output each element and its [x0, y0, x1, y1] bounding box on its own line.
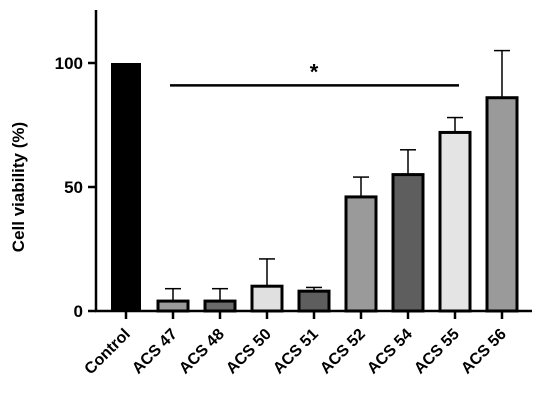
category-label: ACS 56: [458, 326, 510, 378]
category-label: ACS 55: [411, 326, 463, 378]
bar-acs-48: [203, 299, 237, 313]
bar-acs-54: [391, 173, 425, 313]
bar-acs-56: [485, 96, 519, 313]
significance-star: *: [310, 59, 319, 84]
y-tick-label: 100: [55, 54, 83, 73]
bar-acs-51: [297, 289, 331, 313]
significance-annotation: *: [170, 59, 459, 87]
category-label: ACS 51: [270, 326, 322, 378]
y-tick-labels: 0 50 100: [55, 54, 83, 321]
bar-acs-52: [344, 195, 378, 313]
bar-acs-50: [250, 284, 284, 313]
bar-acs-47: [156, 299, 190, 313]
bar-acs-55: [438, 130, 472, 313]
bar-control: [111, 63, 141, 311]
category-label: ACS 52: [317, 326, 369, 378]
category-label: ACS 50: [223, 326, 275, 378]
y-axis-title: Cell viability (%): [9, 122, 28, 252]
y-tick-label: 50: [64, 178, 83, 197]
bars: [111, 63, 519, 313]
category-label: ACS 48: [176, 326, 228, 378]
y-tick-label: 0: [74, 302, 83, 321]
error-bars: [165, 49, 510, 302]
category-label: Control: [82, 326, 134, 378]
category-label: ACS 47: [129, 326, 181, 378]
category-label: ACS 54: [364, 326, 416, 378]
